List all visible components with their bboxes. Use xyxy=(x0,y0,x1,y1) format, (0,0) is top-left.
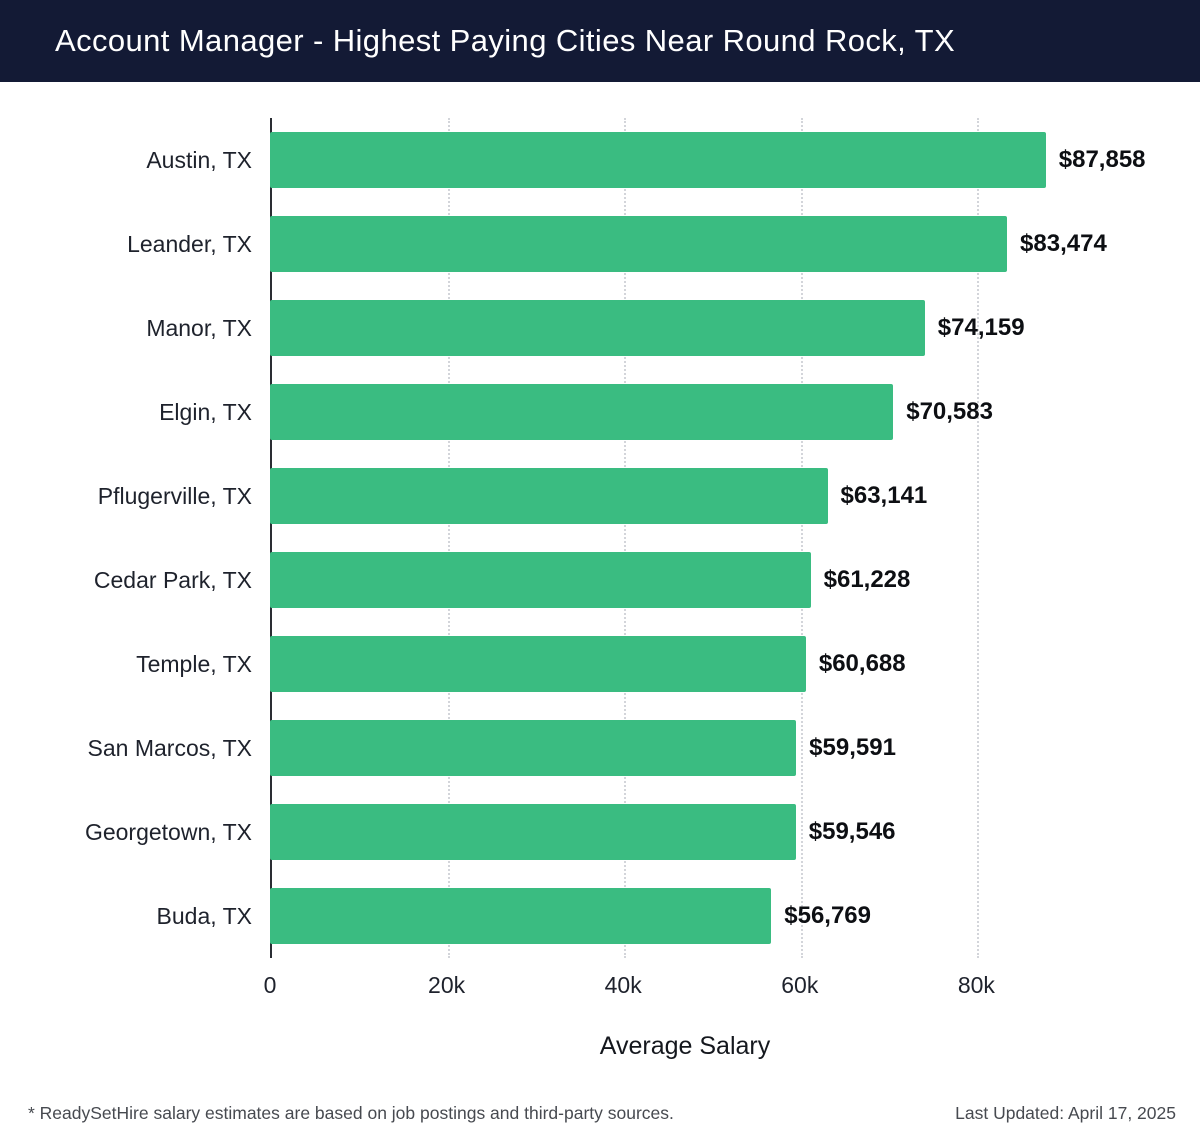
bar-row: Cedar Park, TX $61,228 xyxy=(0,538,1200,622)
bar-row: Elgin, TX $70,583 xyxy=(0,370,1200,454)
x-tick-label: 80k xyxy=(957,972,995,998)
bar xyxy=(270,804,796,860)
bar-row: Austin, TX $87,858 xyxy=(0,118,1200,202)
bar xyxy=(270,132,1046,188)
bar xyxy=(270,468,828,524)
category-label: Elgin, TX xyxy=(159,398,252,425)
value-label: $70,583 xyxy=(906,398,993,425)
value-label: $63,141 xyxy=(840,482,928,509)
page-title: Account Manager - Highest Paying Cities … xyxy=(55,23,956,58)
bar-track: $59,546 xyxy=(270,790,1100,874)
bar-track: $74,159 xyxy=(270,286,1100,370)
category-label: Manor, TX xyxy=(146,314,252,341)
x-axis: 0 20k 40k 60k 80k xyxy=(264,972,1100,1006)
last-updated: Last Updated: April 17, 2025 xyxy=(955,1103,1176,1123)
bar-track: $63,141 xyxy=(270,454,1100,538)
x-tick-label: 60k xyxy=(781,972,819,998)
category-label: Temple, TX xyxy=(136,650,252,677)
bar-track: $60,688 xyxy=(270,622,1100,706)
bar xyxy=(270,720,797,776)
category-label: Buda, TX xyxy=(156,902,252,929)
category-label: San Marcos, TX xyxy=(87,734,252,761)
value-label: $56,769 xyxy=(784,902,872,929)
category-label: Austin, TX xyxy=(146,146,252,173)
x-axis-title: Average Salary xyxy=(599,1032,771,1060)
bar-row: Georgetown, TX $59,546 xyxy=(0,790,1200,874)
value-label: $59,591 xyxy=(809,734,896,761)
x-tick-label: 40k xyxy=(604,972,642,998)
bar xyxy=(270,636,806,692)
value-label: $74,159 xyxy=(937,314,1025,341)
bar xyxy=(270,216,1008,272)
value-label: $87,858 xyxy=(1058,146,1146,173)
value-label: $59,546 xyxy=(808,818,896,845)
footer: * ReadySetHire salary estimates are base… xyxy=(28,1103,1176,1124)
value-label: $60,688 xyxy=(818,650,906,677)
bar xyxy=(270,384,894,440)
bar-row: Pflugerville, TX $63,141 xyxy=(0,454,1200,538)
category-label: Leander, TX xyxy=(127,230,252,257)
bar xyxy=(270,300,925,356)
bar-row: San Marcos, TX $59,591 xyxy=(0,706,1200,790)
x-tick-label: 20k xyxy=(428,972,466,998)
source-note: * ReadySetHire salary estimates are base… xyxy=(28,1103,674,1123)
plot-area: Austin, TX $87,858 Leander, TX $83,474 Manor… xyxy=(0,118,1200,958)
value-label: $61,228 xyxy=(823,566,911,593)
bar-rows: Austin, TX $87,858 Leander, TX $83,474 Manor… xyxy=(0,118,1200,958)
bar-row: Temple, TX $60,688 xyxy=(0,622,1200,706)
value-label: $83,474 xyxy=(1020,230,1107,257)
bar-track: $87,858 xyxy=(270,118,1146,202)
bar xyxy=(270,552,811,608)
bar-track: $59,591 xyxy=(270,706,1100,790)
bar-chart: Austin, TX $87,858 Leander, TX $83,474 Manor… xyxy=(0,82,1200,1061)
bar-row: Buda, TX $56,769 xyxy=(0,874,1200,958)
bar xyxy=(270,888,772,944)
category-label: Cedar Park, TX xyxy=(93,566,252,593)
x-tick-label: 0 xyxy=(263,972,277,998)
bar-track: $83,474 xyxy=(270,202,1107,286)
title-bar: Account Manager - Highest Paying Cities … xyxy=(0,0,1200,82)
bar-track: $70,583 xyxy=(270,370,1100,454)
category-label: Pflugerville, TX xyxy=(97,482,252,509)
bar-row: Leander, TX $83,474 xyxy=(0,202,1200,286)
bar-track: $56,769 xyxy=(270,874,1100,958)
category-label: Georgetown, TX xyxy=(84,818,252,845)
bar-row: Manor, TX $74,159 xyxy=(0,286,1200,370)
bar-track: $61,228 xyxy=(270,538,1100,622)
